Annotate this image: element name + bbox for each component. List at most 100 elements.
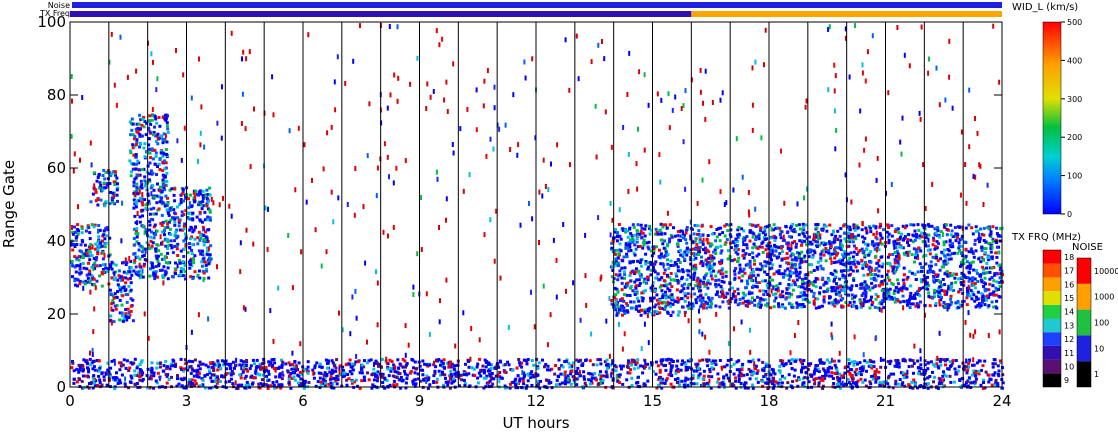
scatter-point	[161, 154, 165, 158]
scatter-point	[684, 366, 688, 369]
scatter-point	[868, 265, 872, 269]
scatter-point	[92, 283, 96, 287]
scatter-point	[964, 247, 968, 251]
scatter-point	[135, 141, 139, 144]
scatter-point	[649, 273, 653, 277]
scatter-point	[123, 289, 127, 293]
scatter-point	[861, 266, 865, 270]
scatter-point	[889, 372, 893, 376]
scatter-point	[964, 276, 968, 280]
scatter-point	[763, 270, 767, 274]
scatter-point	[816, 267, 820, 271]
scatter-point	[664, 378, 668, 382]
scatter-point	[150, 147, 154, 151]
scatter-point	[686, 286, 690, 290]
scatter-point	[627, 249, 631, 253]
scatter-point	[116, 278, 120, 282]
scatter-point	[619, 249, 623, 253]
scatter-point	[793, 240, 797, 243]
scatter-point	[318, 376, 322, 380]
scatter-point	[635, 361, 639, 365]
scatter-point	[169, 364, 173, 368]
scatter-point	[960, 303, 964, 307]
scatter-point	[971, 290, 975, 294]
scatter-point	[691, 376, 695, 380]
scatter-point	[741, 249, 745, 253]
scatter-point	[81, 364, 84, 367]
scatter-point	[152, 225, 156, 229]
scatter-point	[964, 226, 968, 230]
scatter-point	[168, 227, 172, 231]
scatter-point	[990, 292, 994, 296]
scatter-point	[322, 378, 326, 382]
scatter-point	[697, 233, 701, 236]
scatter-point	[788, 269, 792, 273]
scatter-point	[761, 240, 765, 244]
scatter-point	[671, 310, 675, 314]
scatter-point	[805, 236, 809, 240]
scatter-point	[972, 369, 976, 373]
scatter-point	[994, 293, 998, 297]
scatter-point	[125, 271, 129, 275]
scatter-point	[625, 252, 629, 256]
scatter-point	[823, 376, 827, 380]
scatter-point	[926, 367, 930, 371]
scatter-point	[631, 260, 635, 264]
scatter-point	[800, 370, 803, 374]
scatter-point	[847, 362, 851, 365]
scatter-point	[621, 228, 625, 232]
scatter-point	[822, 298, 826, 302]
scatter-point	[392, 379, 396, 383]
scatter-point	[708, 264, 712, 268]
scatter-point	[785, 252, 789, 255]
scatter-point	[746, 262, 750, 266]
scatter-point	[623, 276, 627, 280]
scatter-point	[945, 303, 949, 307]
scatter-point	[683, 257, 687, 261]
scatter-point	[723, 243, 727, 246]
scatter-point	[150, 244, 154, 248]
scatter-point	[358, 386, 362, 390]
scatter-point	[893, 289, 897, 293]
scatter-point	[149, 267, 152, 271]
scatter-point	[102, 229, 106, 233]
scatter-point	[157, 162, 161, 166]
scatter-point	[880, 236, 884, 240]
scatter-point	[932, 295, 936, 299]
scatter-point	[628, 242, 632, 246]
scatter-point	[324, 381, 327, 385]
scatter-point	[135, 185, 139, 189]
scatter-point	[872, 360, 876, 364]
scatter-point	[878, 232, 882, 236]
scatter-point	[197, 364, 201, 368]
scatter-point	[970, 226, 974, 230]
scatter-point	[113, 170, 117, 174]
scatter-point	[807, 279, 811, 283]
scatter-point	[886, 269, 890, 273]
scatter-point	[954, 301, 958, 305]
scatter-point	[148, 212, 152, 216]
scatter-point	[759, 296, 763, 300]
scatter-point	[911, 302, 915, 306]
scatter-point	[195, 215, 199, 219]
scatter-point	[502, 363, 506, 367]
scatter-point	[271, 381, 275, 384]
scatter-point	[694, 256, 698, 260]
scatter-point	[155, 381, 159, 385]
scatter-point	[971, 277, 975, 281]
scatter-point	[931, 255, 935, 259]
scatter-point	[730, 297, 734, 300]
scatter-point	[296, 373, 300, 377]
scatter-point	[432, 374, 436, 378]
scatter-point	[633, 253, 637, 257]
scatter-point	[757, 358, 761, 362]
scatter-point	[202, 271, 206, 275]
scatter-point	[948, 303, 952, 307]
scatter-point	[253, 362, 256, 366]
scatter-point	[224, 386, 228, 390]
scatter-point	[119, 364, 123, 368]
scatter-point	[134, 167, 138, 171]
scatter-point	[664, 304, 668, 308]
scatter-point	[624, 230, 628, 234]
scatter-point	[205, 373, 209, 377]
